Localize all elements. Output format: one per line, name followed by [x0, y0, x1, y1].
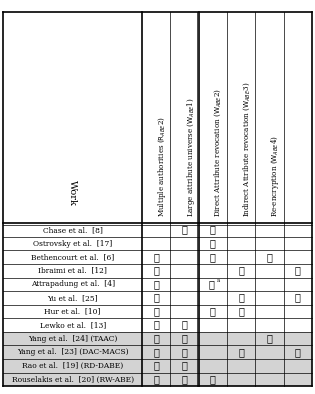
Text: Direct Attribute revocation ($\mathrm{W}_{ABE}$2): Direct Attribute revocation ($\mathrm{W}… [213, 88, 223, 217]
Text: ✓: ✓ [266, 334, 272, 343]
Bar [3, 359, 312, 373]
Text: ✓: ✓ [153, 307, 159, 316]
Text: Large attribute universe ($\mathrm{W}_{ABE}$1): Large attribute universe ($\mathrm{W}_{A… [185, 98, 197, 217]
Text: a: a [217, 278, 220, 283]
Text: ✓: ✓ [153, 253, 159, 262]
Text: ✓: ✓ [238, 266, 244, 275]
Text: ✓: ✓ [238, 348, 244, 357]
Text: ✓: ✓ [210, 375, 216, 384]
Text: ✓: ✓ [153, 280, 159, 289]
Text: Multiple authorities ($\mathrm{R}_{ABE}$2): Multiple authorities ($\mathrm{R}_{ABE}$… [156, 117, 168, 217]
Bar [3, 346, 312, 359]
Text: ✓: ✓ [153, 266, 159, 275]
Text: Work: Work [68, 180, 77, 206]
Text: ✓: ✓ [210, 239, 216, 248]
Text: Ibraimi et al.  [12]: Ibraimi et al. [12] [38, 267, 107, 275]
Text: Attrapadung et al.  [4]: Attrapadung et al. [4] [31, 281, 115, 288]
Bar [3, 332, 312, 346]
Text: Yang et al.  [24] (TAAC): Yang et al. [24] (TAAC) [28, 335, 117, 343]
Text: ✓: ✓ [210, 253, 216, 262]
Text: Re-encryption ($\mathrm{W}_{ABE}$4): Re-encryption ($\mathrm{W}_{ABE}$4) [269, 136, 281, 217]
Text: Lewko et al.  [13]: Lewko et al. [13] [39, 321, 106, 329]
Text: ✓: ✓ [295, 266, 301, 275]
Bar [3, 373, 312, 386]
Text: ✓: ✓ [209, 280, 215, 289]
Text: ✓: ✓ [153, 334, 159, 343]
Text: ✓: ✓ [182, 361, 187, 370]
Text: Chase et al.  [8]: Chase et al. [8] [43, 226, 103, 234]
Text: Rouselakis et al.  [20] (RW-ABE): Rouselakis et al. [20] (RW-ABE) [12, 375, 134, 383]
Text: Indirect Attribute revocation ($\mathrm{W}_{ABE}$3): Indirect Attribute revocation ($\mathrm{… [241, 82, 252, 217]
Text: ✓: ✓ [295, 348, 301, 357]
Text: Rao et al.  [19] (RD-DABE): Rao et al. [19] (RD-DABE) [22, 362, 123, 370]
Text: ✓: ✓ [153, 294, 159, 303]
Text: ✓: ✓ [182, 348, 187, 357]
Text: ✓: ✓ [182, 321, 187, 329]
Text: ✓: ✓ [238, 307, 244, 316]
Text: ✓: ✓ [182, 375, 187, 384]
Text: ✓: ✓ [295, 294, 301, 303]
Text: ✓: ✓ [210, 307, 216, 316]
Text: ✓: ✓ [153, 321, 159, 329]
Text: Bethencourt et al.  [6]: Bethencourt et al. [6] [31, 253, 114, 261]
Text: ✓: ✓ [182, 226, 187, 234]
Text: ✓: ✓ [266, 253, 272, 262]
Text: ✓: ✓ [153, 375, 159, 384]
Text: ✓: ✓ [153, 361, 159, 370]
Text: ✓: ✓ [182, 334, 187, 343]
Text: ✓: ✓ [210, 226, 216, 234]
Text: ✓: ✓ [238, 294, 244, 303]
Text: ✓: ✓ [153, 348, 159, 357]
Text: Yu et al.  [25]: Yu et al. [25] [47, 294, 98, 302]
Text: Yang et al.  [23] (DAC-MACS): Yang et al. [23] (DAC-MACS) [17, 348, 129, 356]
Text: Hur et al.  [10]: Hur et al. [10] [44, 307, 101, 316]
Text: Ostrovsky et al.  [17]: Ostrovsky et al. [17] [33, 240, 112, 248]
